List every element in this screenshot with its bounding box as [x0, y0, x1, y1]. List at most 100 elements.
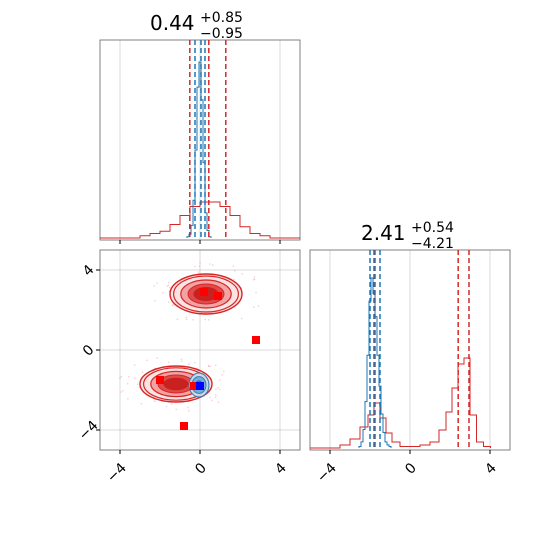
title-1-plus: +0.54	[411, 220, 454, 236]
scatter-point	[221, 373, 223, 376]
scatter-point	[176, 318, 179, 321]
scatter-point	[194, 265, 196, 268]
blue-square-marker	[196, 382, 204, 390]
scatter-point	[232, 265, 235, 267]
red-square-marker-1	[214, 292, 222, 300]
scatter-point	[156, 357, 159, 360]
scatter-point	[167, 301, 170, 304]
scatter-point	[199, 262, 201, 264]
marginal-1-x-tick-label-2: 4	[482, 460, 500, 478]
joint-x-tick-label-2: 4	[272, 460, 290, 478]
scatter-point	[167, 281, 170, 284]
scatter-point	[127, 398, 129, 400]
scatter-point	[180, 358, 183, 361]
scatter-point	[217, 401, 220, 404]
title-1-minus: −4.21	[411, 236, 454, 252]
scatter-point	[141, 371, 144, 373]
marginal-panel-param-1	[309, 249, 511, 454]
scatter-point	[156, 282, 158, 284]
title-param-0: 0.44 +0.85 −0.95	[150, 10, 243, 42]
marginal-1-x-tick-label-1: 0	[402, 460, 420, 478]
scatter-point	[192, 318, 194, 321]
scatter-point	[146, 359, 148, 362]
scatter-point	[153, 400, 156, 403]
scatter-point	[214, 394, 217, 396]
scatter-point	[211, 264, 214, 266]
scatter-point	[133, 377, 136, 379]
scatter-point	[223, 370, 225, 373]
scatter-point	[257, 304, 260, 307]
marginal-1-x-tick-label-0: −4	[314, 460, 340, 486]
red-square-marker-4	[180, 422, 188, 430]
scatter-point	[204, 318, 207, 321]
title-0-value: 0.44	[150, 11, 195, 35]
scatter-point	[209, 396, 211, 399]
title-0-minus: −0.95	[200, 26, 243, 42]
scatter-point	[234, 270, 236, 272]
scatter-point	[214, 396, 217, 398]
scatter-point	[120, 391, 122, 393]
joint-y-tick-label-1: 0	[80, 342, 98, 360]
scatter-point	[140, 402, 143, 405]
scatter-point	[122, 390, 124, 392]
scatter-point	[215, 388, 217, 391]
scatter-point	[185, 318, 188, 321]
scatter-point	[197, 271, 200, 273]
joint-x-tick-label-0: −4	[104, 460, 130, 486]
marginal-panel-param-0	[99, 39, 301, 244]
scatter-point	[187, 406, 189, 409]
scatter-point	[165, 405, 168, 408]
red-square-marker-5	[190, 382, 198, 390]
scatter-point	[198, 265, 201, 268]
scatter-point	[168, 286, 171, 289]
scatter-point	[153, 285, 156, 287]
scatter-point	[136, 383, 139, 386]
scatter-point	[240, 317, 243, 320]
title-1-value: 2.41	[361, 221, 406, 245]
scatter-point	[167, 284, 170, 287]
joint-panel	[96, 249, 301, 454]
scatter-point	[187, 409, 190, 412]
scatter-point	[241, 273, 244, 275]
scatter-point	[188, 363, 190, 365]
scatter-point	[233, 278, 235, 281]
joint-y-tick-label-0: −4	[76, 418, 102, 444]
scatter-point	[170, 403, 173, 405]
scatter-point	[219, 379, 221, 381]
title-0-plus: +0.85	[200, 10, 243, 26]
red-contour-1-4	[163, 377, 189, 391]
blue-histogram-1	[358, 277, 392, 448]
scatter-point	[138, 386, 140, 389]
scatter-point	[209, 365, 212, 368]
scatter-point	[120, 375, 123, 378]
title-param-1: 2.41 +0.54 −4.21	[361, 220, 454, 252]
scatter-point	[218, 388, 221, 391]
scatter-point	[255, 291, 257, 294]
scatter-point	[119, 377, 121, 379]
red-histogram-0	[100, 201, 300, 239]
scatter-point	[167, 361, 170, 364]
scatter-point	[133, 364, 136, 366]
scatter-point	[162, 291, 164, 294]
scatter-point	[154, 299, 156, 302]
scatter-point	[217, 386, 220, 389]
tick-labels: −4 0 4 −4 0 4 −4 0 4	[76, 262, 500, 486]
scatter-point	[194, 361, 196, 364]
joint-x-tick-label-1: 0	[192, 460, 210, 478]
scatter-point	[185, 316, 188, 319]
red-square-marker-3	[156, 376, 164, 384]
scatter-point	[180, 360, 183, 363]
red-contour-0-1	[173, 275, 240, 313]
scatter-point	[126, 382, 129, 385]
scatter-point	[207, 319, 210, 321]
red-square-marker-0	[200, 288, 208, 296]
blue-histogram-0	[186, 61, 212, 238]
scatter-point	[127, 375, 130, 378]
scatter-point	[209, 263, 211, 265]
red-histogram-1	[310, 357, 491, 449]
joint-y-tick-label-2: 4	[80, 262, 98, 280]
scatter-point	[207, 365, 210, 367]
scatter-point	[211, 399, 213, 402]
scatter-point	[253, 306, 255, 308]
